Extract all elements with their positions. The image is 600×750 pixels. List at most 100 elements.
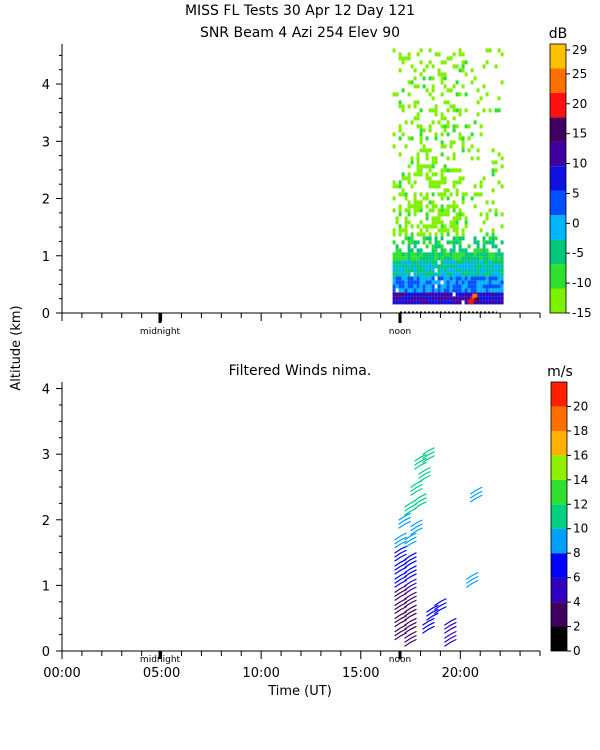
snr-cell — [401, 276, 405, 281]
snr-cell — [401, 108, 405, 113]
snr-cell — [440, 172, 444, 177]
snr-cell — [455, 180, 459, 185]
colorbar-tick-label: 29 — [572, 43, 587, 57]
snr-cell — [494, 292, 498, 297]
snr-cell — [401, 296, 405, 301]
snr-cell — [479, 284, 483, 289]
snr-cell — [449, 272, 453, 277]
snr-cell — [440, 196, 444, 201]
snr-cell — [485, 92, 489, 97]
snr-cell — [431, 200, 435, 205]
bottom-x-ticks: 00:00 05:00 10:00 15:00 20:00 — [43, 651, 541, 681]
snr-cell — [431, 284, 435, 289]
snr-cell — [404, 296, 408, 301]
snr-cell — [413, 280, 417, 285]
snr-cell — [455, 80, 459, 85]
snr-cell — [476, 100, 480, 105]
snr-cell — [392, 284, 396, 289]
snr-cell — [443, 116, 447, 121]
snr-cell — [449, 88, 453, 93]
snr-cell — [428, 48, 432, 53]
snr-cell — [407, 180, 411, 185]
snr-cell — [476, 244, 480, 249]
snr-cell — [416, 272, 420, 277]
x-tick-label: 20:00 — [442, 666, 479, 681]
snr-cell — [494, 260, 498, 265]
snr-cell — [461, 284, 465, 289]
snr-cell — [479, 212, 483, 217]
snr-cell — [452, 168, 456, 173]
snr-cell — [413, 84, 417, 89]
snr-cell — [404, 220, 408, 225]
snr-cell — [500, 296, 504, 301]
snr-cell — [437, 284, 441, 289]
snr-cell — [491, 296, 495, 301]
snr-cell — [443, 268, 447, 273]
snr-cell — [419, 292, 423, 297]
snr-cell — [446, 252, 450, 257]
snr-cell — [491, 200, 495, 205]
snr-cell — [392, 228, 396, 233]
wind-barb — [404, 499, 417, 516]
snr-cell — [422, 68, 426, 73]
wind-barb — [394, 532, 407, 549]
snr-cell — [425, 172, 429, 177]
snr-cell — [497, 252, 501, 257]
snr-cell — [443, 124, 447, 129]
snr-cell — [398, 208, 402, 213]
snr-cell — [425, 300, 429, 305]
snr-cell — [443, 168, 447, 173]
wind-barb — [444, 617, 457, 634]
snr-cell — [446, 292, 450, 297]
snr-cell — [437, 68, 441, 73]
snr-cell — [458, 240, 462, 245]
snr-cell — [419, 48, 423, 53]
snr-cell — [443, 300, 447, 305]
snr-cell — [410, 256, 414, 261]
snr-cell — [482, 84, 486, 89]
snr-cell — [470, 280, 474, 285]
snr-cell — [476, 260, 480, 265]
colorbar-cell — [550, 44, 566, 69]
top-y-ticks: 0 1 2 3 4 — [42, 54, 62, 322]
snr-cell — [416, 264, 420, 269]
snr-cell — [413, 252, 417, 257]
snr-cell — [449, 140, 453, 145]
snr-cell — [458, 216, 462, 221]
snr-cell — [443, 180, 447, 185]
snr-cell — [479, 248, 483, 253]
snr-cell — [419, 256, 423, 261]
snr-cell — [488, 300, 492, 305]
snr-cell — [392, 196, 396, 201]
snr-cell — [443, 224, 447, 229]
colorbar-cell — [551, 528, 567, 554]
snr-cell — [416, 256, 420, 261]
snr-cell — [410, 240, 414, 245]
snr-cell — [488, 280, 492, 285]
snr-cell — [455, 236, 459, 241]
snr-cell — [419, 108, 423, 113]
snr-cell — [437, 228, 441, 233]
snr-cell — [488, 268, 492, 273]
wind-barb — [414, 493, 427, 510]
snr-cell — [449, 248, 453, 253]
snr-cell — [467, 252, 471, 257]
snr-cell — [443, 264, 447, 269]
snr-cell — [497, 96, 501, 101]
snr-cell — [464, 284, 468, 289]
snr-cell — [404, 288, 408, 293]
snr-cell — [425, 264, 429, 269]
wind-barb — [394, 545, 407, 562]
snr-cell — [425, 260, 429, 265]
snr-cell — [425, 288, 429, 293]
snr-cell — [479, 252, 483, 257]
wind-barb — [404, 578, 417, 595]
snr-cell — [467, 256, 471, 261]
snr-cell — [494, 108, 498, 113]
snr-cell — [443, 192, 447, 197]
colorbar-cell — [550, 141, 566, 167]
snr-cell — [407, 236, 411, 241]
snr-cell — [428, 300, 432, 305]
snr-cell — [404, 224, 408, 229]
snr-cell — [500, 184, 504, 189]
